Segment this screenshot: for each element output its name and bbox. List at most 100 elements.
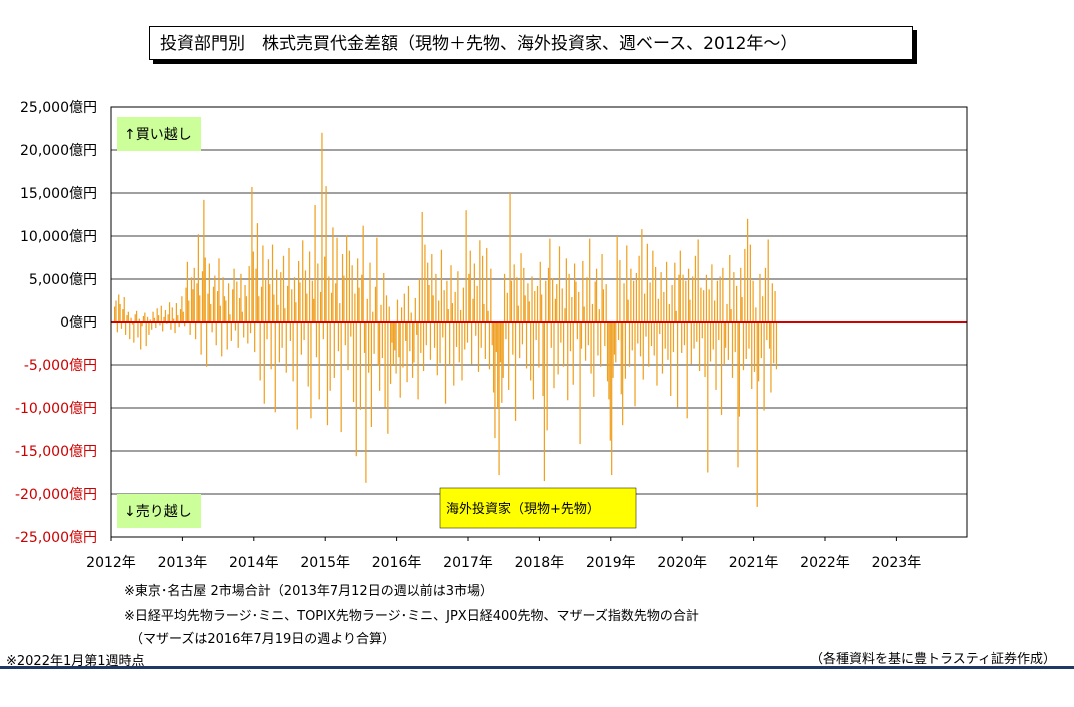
bar (131, 322, 134, 325)
bar (351, 265, 353, 322)
bar (269, 284, 271, 322)
bar (700, 287, 702, 322)
bar (521, 322, 524, 345)
bar (373, 322, 375, 354)
chart-title: 投資部門別 株式売買代金差額（現物＋先物、海外投資家、週ベース、2012年～） (149, 26, 913, 60)
bar (335, 283, 337, 322)
bar (201, 271, 204, 322)
bar (575, 281, 577, 322)
bar (480, 322, 482, 348)
bar (238, 297, 241, 322)
bar (580, 322, 583, 349)
bar (490, 268, 492, 322)
bar (613, 322, 616, 355)
bar (341, 254, 344, 322)
bar (591, 303, 594, 322)
bar (723, 322, 725, 365)
y-tick-label: -15,000億円 (15, 444, 97, 460)
bar (265, 279, 267, 322)
bar (311, 280, 313, 322)
bar (741, 297, 743, 322)
bar (582, 260, 584, 322)
bar (392, 322, 394, 365)
bar (738, 322, 740, 417)
bar (708, 289, 710, 322)
bar (141, 322, 143, 327)
bar (428, 285, 430, 322)
bar (184, 322, 186, 327)
bar (528, 301, 530, 322)
bar (536, 285, 539, 322)
bar (762, 296, 764, 322)
bar (368, 322, 370, 373)
bar (701, 322, 703, 339)
bar (189, 322, 191, 335)
bar (572, 322, 574, 385)
bar (322, 322, 324, 340)
x-tick-label: 2017年 (443, 555, 493, 571)
bar (288, 248, 290, 322)
y-tick-label: 15,000億円 (20, 186, 97, 202)
bar (358, 287, 360, 322)
y-tick-label: 5,000億円 (29, 272, 97, 288)
bar (686, 322, 688, 419)
bar (602, 289, 605, 322)
bar (247, 322, 249, 344)
bar (365, 322, 367, 483)
bar (704, 322, 706, 378)
bar (308, 251, 311, 322)
bar (541, 294, 543, 322)
bar (520, 253, 522, 322)
bar (590, 322, 592, 374)
bar (637, 322, 639, 344)
bar (140, 322, 142, 350)
bar (645, 322, 647, 337)
bar (406, 322, 408, 383)
bar (589, 238, 591, 322)
bar (394, 322, 396, 351)
bar (505, 322, 507, 340)
bar (524, 295, 526, 322)
bar (369, 262, 371, 322)
bar (681, 322, 683, 353)
bar (612, 322, 614, 378)
bar (284, 308, 286, 322)
bar (705, 274, 708, 322)
bar (116, 322, 118, 333)
bar (571, 297, 573, 322)
bar (608, 322, 610, 400)
y-tick-label: -5,000億円 (24, 358, 97, 374)
bar (227, 283, 230, 322)
bar (182, 311, 184, 322)
bar (499, 322, 502, 363)
bar (256, 223, 259, 322)
bar (420, 322, 422, 353)
bar (773, 322, 775, 364)
bar (262, 245, 264, 322)
bar (244, 285, 246, 322)
bar (234, 322, 237, 331)
bar (660, 272, 662, 322)
bar (400, 307, 403, 322)
bar (763, 322, 765, 411)
y-tick-label: 10,000億円 (20, 229, 97, 245)
bar (153, 317, 156, 322)
bar (733, 272, 735, 322)
bar (644, 293, 646, 322)
bar (249, 322, 252, 334)
bar (297, 260, 300, 322)
bar (151, 322, 153, 330)
bar (405, 322, 407, 341)
bar (130, 317, 132, 322)
bar (181, 296, 183, 322)
bar (144, 312, 146, 322)
bar (170, 322, 172, 330)
bar (471, 322, 473, 365)
bar (532, 322, 535, 400)
bar (623, 283, 625, 322)
bar (601, 254, 603, 322)
bar (232, 289, 234, 322)
bar (606, 322, 609, 382)
bar (578, 291, 580, 322)
bar (554, 298, 556, 322)
